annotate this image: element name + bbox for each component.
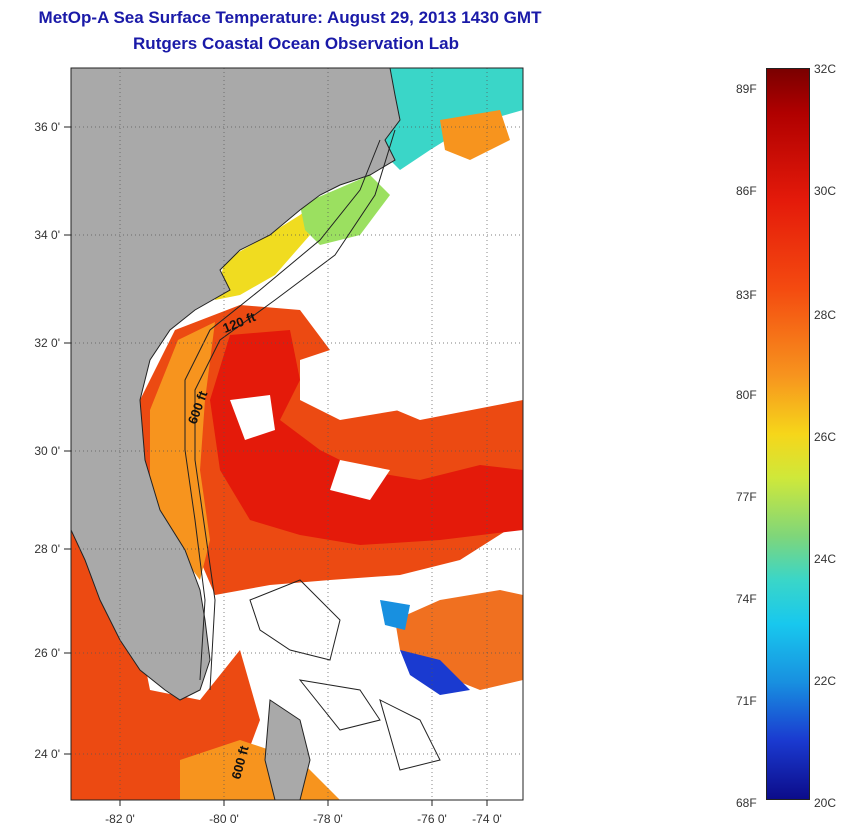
map-frame (70, 67, 524, 801)
lat-label-34: 34 0' (34, 228, 60, 242)
colorbar-c-label-32: 32C (814, 62, 837, 76)
graticule (71, 68, 523, 800)
colorbar-f-label-71: 71F (736, 694, 757, 708)
colorbar-c-label-28: 28C (814, 308, 837, 322)
map-subtitle: Rutgers Coastal Ocean Observation Lab (133, 34, 459, 53)
colorbar-c-label-26: 26C (814, 430, 837, 444)
map-title: MetOp-A Sea Surface Temperature: August … (38, 8, 542, 27)
colorbar-f-label-83: 83F (736, 288, 757, 302)
sst-blue-patch (400, 650, 470, 695)
bahamas-outline (249, 579, 441, 771)
colorbar-c-label-24: 24C (814, 552, 837, 566)
colorbar-f-label-68: 68F (736, 796, 757, 810)
lat-label-24: 24 0' (34, 747, 60, 761)
colorbar-c-label-30: 30C (814, 184, 837, 198)
isobath-120ft (184, 139, 381, 681)
map-ticks (64, 126, 488, 806)
colorbar-f-label-86: 86F (736, 184, 757, 198)
colorbar-f-label-74: 74F (736, 592, 757, 606)
lon-label-80: -80 0' (209, 812, 239, 826)
land-mass (71, 68, 401, 701)
sst-blue-patch-2 (380, 600, 410, 630)
lat-label-32: 32 0' (34, 336, 60, 350)
sst-nearshore-green (300, 175, 390, 245)
isobath-600ft (194, 129, 396, 691)
sst-orange-band (150, 322, 215, 580)
cloud-patch (230, 340, 420, 500)
colorbar-f-label-80: 80F (736, 388, 757, 402)
temperature-colorbar (766, 68, 810, 800)
lon-label-74: -74 0' (472, 812, 502, 826)
colorbar-f-label-77: 77F (736, 490, 757, 504)
colorbar-c-label-20: 20C (814, 796, 837, 810)
cuba-island (264, 699, 311, 800)
colorbar-c-label-22: 22C (814, 674, 837, 688)
sst-north-orange (440, 110, 510, 160)
lon-label-82: -82 0' (105, 812, 135, 826)
colorbar-f-label-89: 89F (736, 82, 757, 96)
lat-label-36: 36 0' (34, 120, 60, 134)
sst-hot-region (210, 330, 523, 545)
lon-label-76: -76 0' (417, 812, 447, 826)
lat-label-28: 28 0' (34, 542, 60, 556)
lon-label-78: -78 0' (313, 812, 343, 826)
lat-label-30: 30 0' (34, 444, 60, 458)
sst-nearshore-yellow (215, 200, 320, 300)
lat-label-26: 26 0' (34, 646, 60, 660)
